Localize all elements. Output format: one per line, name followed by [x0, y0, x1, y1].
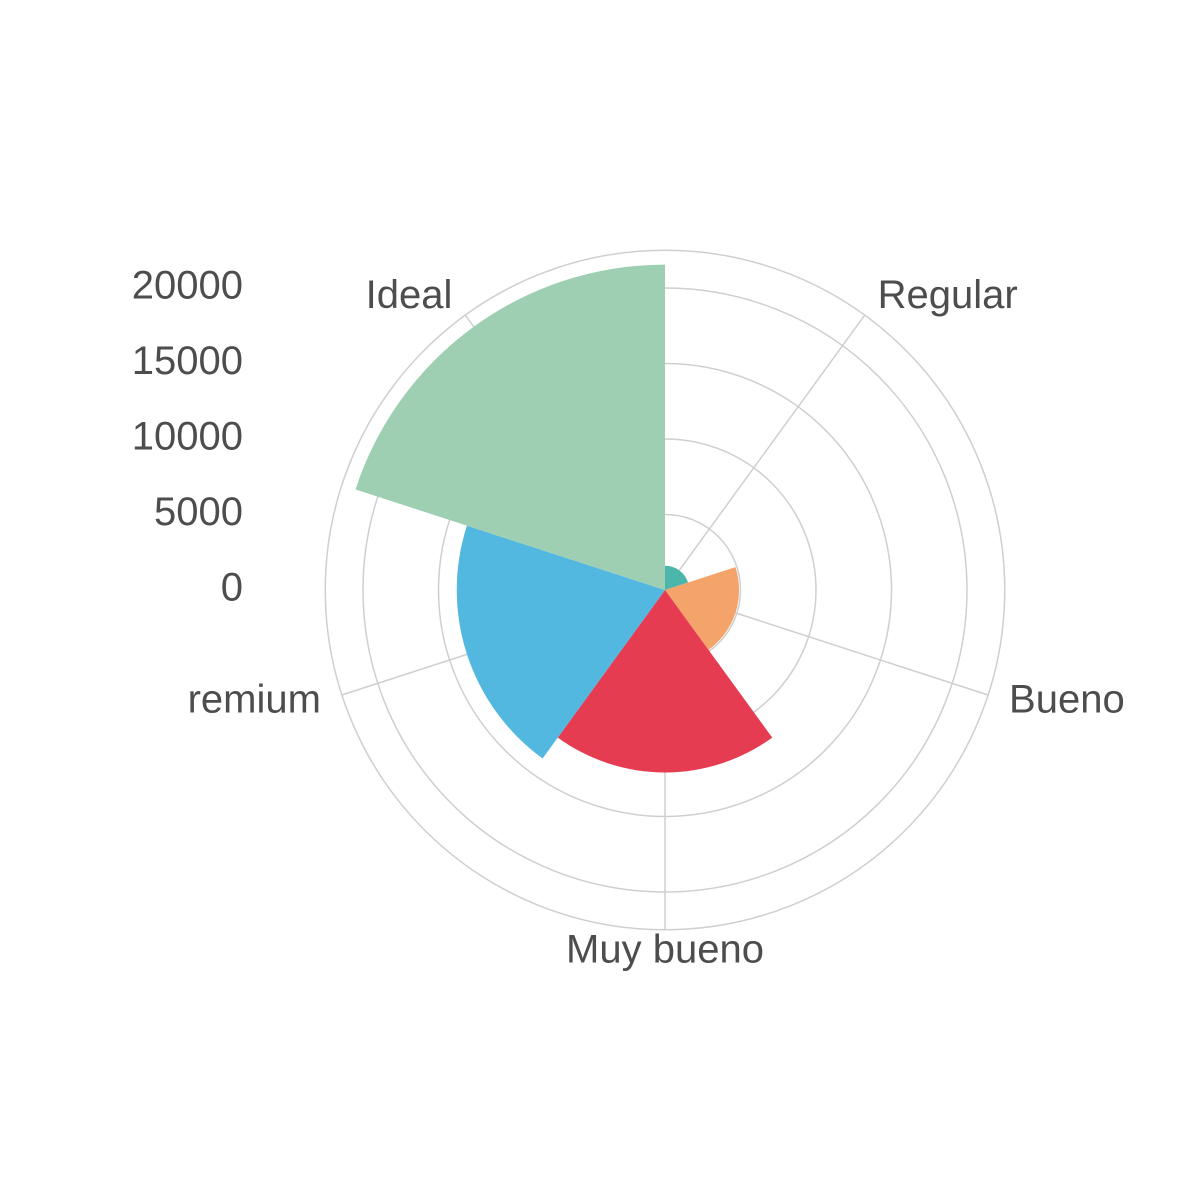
radial-tick-label: 5000 — [154, 490, 243, 534]
bar-regular — [665, 565, 689, 590]
category-label: Bueno — [1009, 677, 1125, 721]
radial-tick-label: 0 — [221, 566, 243, 610]
bar-remium — [456, 525, 665, 759]
category-label: Regular — [878, 273, 1018, 317]
bars — [355, 264, 773, 773]
spoke-0 — [664, 314, 866, 591]
category-labels: Regular Bueno Muy bueno remium Ideal — [188, 273, 1125, 971]
bar-ideal — [355, 264, 665, 590]
radial-tick-label: 15000 — [132, 339, 243, 383]
category-label: remium — [188, 677, 321, 721]
radial-tick-label: 20000 — [132, 264, 243, 308]
bar-muy-bueno — [557, 590, 773, 773]
category-label: Ideal — [366, 273, 453, 317]
radial-axis: 0 5000 10000 15000 20000 — [132, 264, 243, 610]
category-label: Muy bueno — [566, 927, 764, 971]
radial-tick-label: 10000 — [132, 415, 243, 459]
bar-bueno — [665, 567, 740, 650]
